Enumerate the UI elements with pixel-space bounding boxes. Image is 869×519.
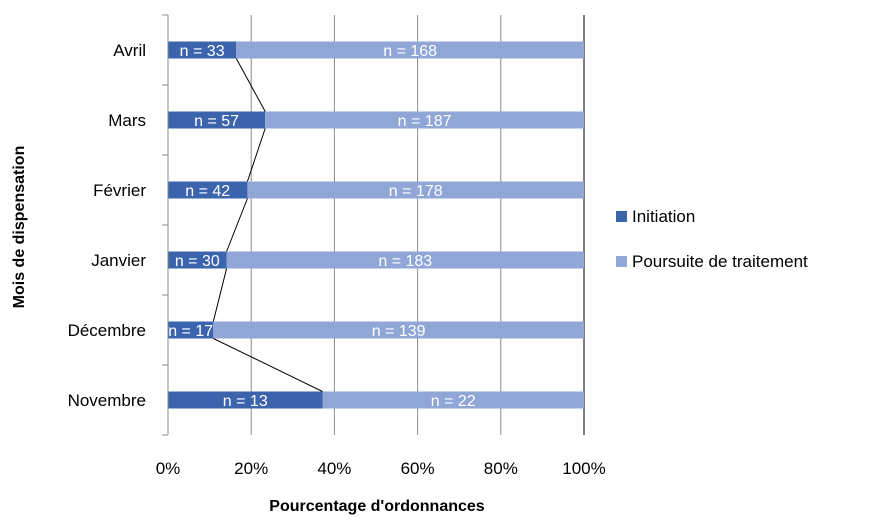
data-label: n = 22 bbox=[431, 393, 476, 410]
series-line-segment bbox=[226, 198, 248, 252]
bar-initiation-fevrier bbox=[168, 181, 248, 199]
axes: 0% 20% 40% 60% 80% 100% Novembre Décembre Janvie… bbox=[68, 14, 606, 478]
data-label: n = 30 bbox=[175, 253, 220, 270]
data-label: n = 178 bbox=[389, 183, 443, 200]
series-line-segment bbox=[235, 58, 266, 112]
data-label: n = 42 bbox=[185, 183, 230, 200]
y-tick-label: Février bbox=[93, 181, 146, 200]
series-line-segment bbox=[246, 128, 266, 182]
legend-swatch-initiation bbox=[616, 211, 627, 222]
y-tick-label: Avril bbox=[113, 41, 146, 60]
data-label: n = 33 bbox=[180, 43, 225, 60]
data-label: n = 13 bbox=[223, 393, 268, 410]
legend-label-initiation: Initiation bbox=[632, 207, 695, 226]
data-label: n = 139 bbox=[372, 323, 426, 340]
data-label: n = 168 bbox=[383, 43, 437, 60]
legend: Initiation Poursuite de traitement bbox=[616, 207, 808, 271]
bar-poursuite-de-traitement-fevrier bbox=[247, 181, 584, 199]
data-label: n = 57 bbox=[194, 113, 239, 130]
bars bbox=[168, 41, 585, 409]
bar-initiation-decembre bbox=[168, 321, 214, 339]
bar-initiation-avril bbox=[168, 41, 237, 59]
y-tick-label: Mars bbox=[108, 111, 146, 130]
gridlines bbox=[250, 15, 585, 435]
x-tick-label: 40% bbox=[317, 459, 351, 478]
x-axis-title: Pourcentage d'ordonnances bbox=[269, 498, 485, 515]
bar-initiation-mars bbox=[168, 111, 266, 129]
data-label: n = 17 bbox=[168, 323, 213, 340]
y-tick-label: Décembre bbox=[68, 321, 146, 340]
y-tick-label: Novembre bbox=[68, 391, 146, 410]
x-tick-label: 100% bbox=[562, 459, 605, 478]
y-axis-title: Mois de dispensation bbox=[11, 146, 28, 309]
legend-label-poursuite: Poursuite de traitement bbox=[632, 252, 808, 271]
bar-initiation-janvier bbox=[168, 251, 227, 269]
bar-poursuite-de-traitement-mars bbox=[265, 111, 584, 129]
series-lines bbox=[212, 58, 323, 392]
data-label: n = 187 bbox=[398, 113, 452, 130]
bar-poursuite-de-traitement-avril bbox=[236, 41, 584, 59]
y-tick-label: Janvier bbox=[91, 251, 146, 270]
bar-poursuite-de-traitement-decembre bbox=[213, 321, 585, 339]
bar-poursuite-de-traitement-janvier bbox=[226, 251, 584, 269]
x-tick-label: 80% bbox=[484, 459, 518, 478]
data-label: n = 183 bbox=[378, 253, 432, 270]
x-tick-label: 0% bbox=[156, 459, 181, 478]
series-line-segment bbox=[213, 338, 323, 392]
x-tick-label: 60% bbox=[401, 459, 435, 478]
data-labels: n = 13 n = 22 n = 17 n = 139 n = 30 n = 183 n … bbox=[168, 43, 476, 410]
legend-swatch-poursuite bbox=[616, 256, 627, 267]
bar-initiation-novembre bbox=[168, 391, 323, 409]
series-line-segment bbox=[212, 268, 228, 322]
bar-poursuite-de-traitement-novembre bbox=[322, 391, 584, 409]
x-tick-label: 20% bbox=[234, 459, 268, 478]
